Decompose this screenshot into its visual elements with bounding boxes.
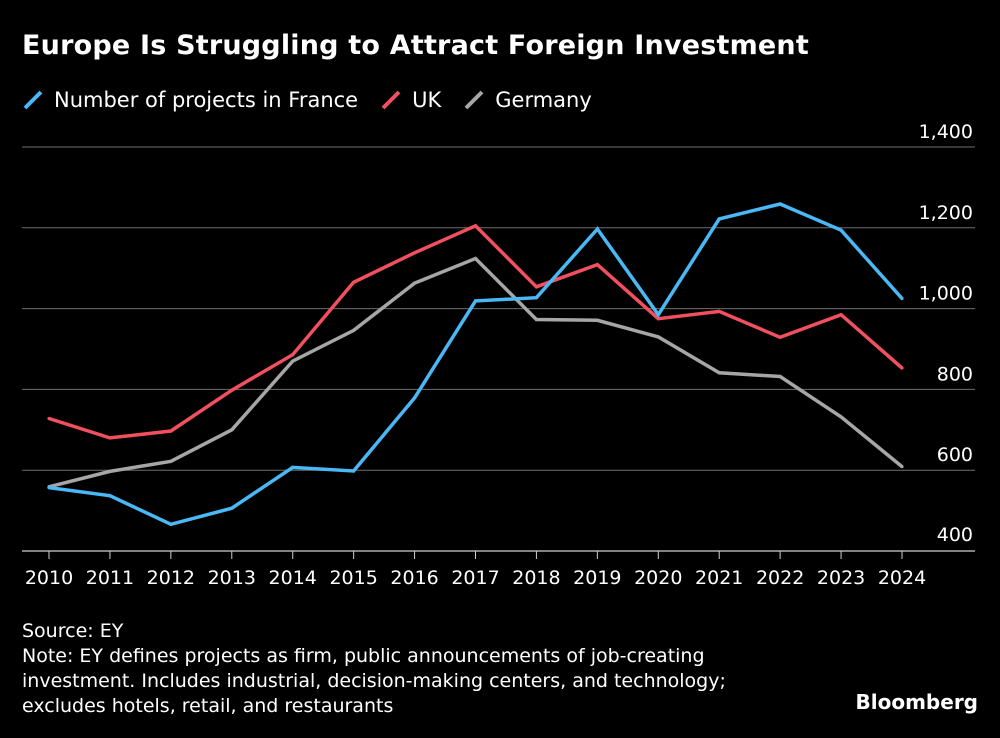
data-point-uk (595, 262, 599, 267)
y-tick-label: 800 (937, 363, 973, 385)
data-point-france (352, 469, 356, 473)
data-point-germany (900, 464, 904, 469)
chart-legend: Number of projects in France UK Germany (22, 86, 614, 114)
data-point-germany (108, 469, 112, 474)
data-point-france (169, 522, 173, 526)
data-point-uk (717, 309, 721, 314)
data-point-uk (900, 366, 904, 370)
x-tick-label: 2012 (147, 567, 195, 589)
x-tick-label: 2022 (756, 567, 804, 589)
series-line-germany (48, 256, 904, 489)
data-point-france (900, 296, 904, 301)
data-point-france (47, 485, 51, 490)
data-point-france (230, 506, 234, 510)
data-point-germany (291, 359, 295, 363)
legend-label-france: Number of projects in France (54, 88, 359, 112)
x-tick-label: 2020 (634, 567, 682, 589)
note-line-3: excludes hotels, retail, and restaurants (22, 695, 394, 717)
line-chart: 400 600 800 1,000 1,200 1,400 2010 2011 2012 2013… (22, 121, 975, 589)
data-point-france (839, 228, 843, 232)
data-point-germany (656, 335, 660, 339)
data-point-uk (656, 317, 660, 321)
data-point-germany (595, 318, 599, 322)
legend-item-france: Number of projects in France (22, 88, 358, 112)
x-tick-label: 2016 (390, 567, 438, 589)
x-tick-label: 2017 (451, 567, 499, 589)
data-point-france (595, 227, 599, 231)
legend-item-germany: Germany (463, 88, 592, 112)
legend-swatch-germany (464, 90, 484, 110)
x-tick-label: 2021 (695, 567, 743, 589)
legend-item-uk: UK (380, 88, 441, 112)
data-point-germany (230, 428, 234, 432)
data-point-uk (778, 335, 782, 339)
data-point-uk (230, 388, 234, 392)
data-point-france (717, 217, 721, 221)
chart-footer: Source: EY Note: EY defines projects as … (22, 619, 822, 719)
y-tick-label: 400 (937, 524, 973, 546)
data-point-france (291, 465, 295, 469)
series-line-france (48, 202, 904, 527)
data-point-france (473, 299, 478, 303)
data-point-uk (47, 416, 51, 421)
data-point-uk (839, 313, 843, 317)
data-point-uk (169, 429, 173, 433)
data-point-uk (473, 224, 478, 228)
x-tick-label: 2011 (86, 567, 134, 589)
data-point-germany (412, 281, 417, 285)
data-point-uk (412, 251, 417, 255)
data-point-france (778, 202, 782, 206)
legend-label-germany: Germany (495, 88, 592, 112)
data-point-germany (352, 328, 356, 333)
data-point-germany (778, 374, 782, 379)
data-point-france (412, 396, 417, 400)
bloomberg-logo: Bloomberg (855, 690, 978, 714)
data-point-germany (717, 371, 721, 375)
data-point-france (656, 313, 660, 317)
note-line-2: investment. Includes industrial, decisio… (22, 670, 726, 692)
legend-swatch-france (23, 90, 43, 110)
x-tick-label: 2013 (208, 567, 256, 589)
source-note: Source: EY (22, 620, 124, 642)
data-point-germany (473, 256, 478, 261)
data-point-uk (352, 280, 356, 284)
data-point-uk (108, 436, 112, 440)
x-tick-label: 2010 (25, 567, 73, 589)
legend-swatch-uk (381, 90, 401, 110)
x-tick-label: 2023 (817, 567, 865, 589)
data-point-germany (839, 415, 843, 419)
data-point-uk (534, 285, 539, 289)
y-tick-label: 1,200 (919, 202, 973, 224)
data-point-france (534, 296, 539, 300)
chart-title: Europe Is Struggling to Attract Foreign … (22, 30, 809, 61)
data-point-germany (169, 459, 173, 463)
x-tick-label: 2014 (269, 567, 317, 589)
y-tick-label: 1,000 (919, 283, 973, 305)
data-point-france (108, 494, 112, 498)
note-line-1: Note: EY defines projects as firm, publi… (22, 645, 705, 667)
legend-label-uk: UK (412, 88, 442, 112)
data-point-germany (534, 317, 539, 322)
x-tick-label: 2024 (878, 567, 926, 589)
x-tick-label: 2018 (512, 567, 560, 589)
y-tick-label: 1,400 (919, 121, 973, 143)
data-point-uk (291, 353, 295, 357)
x-tick-label: 2019 (573, 567, 621, 589)
x-tick-label: 2015 (329, 567, 377, 589)
y-tick-label: 600 (937, 444, 973, 466)
